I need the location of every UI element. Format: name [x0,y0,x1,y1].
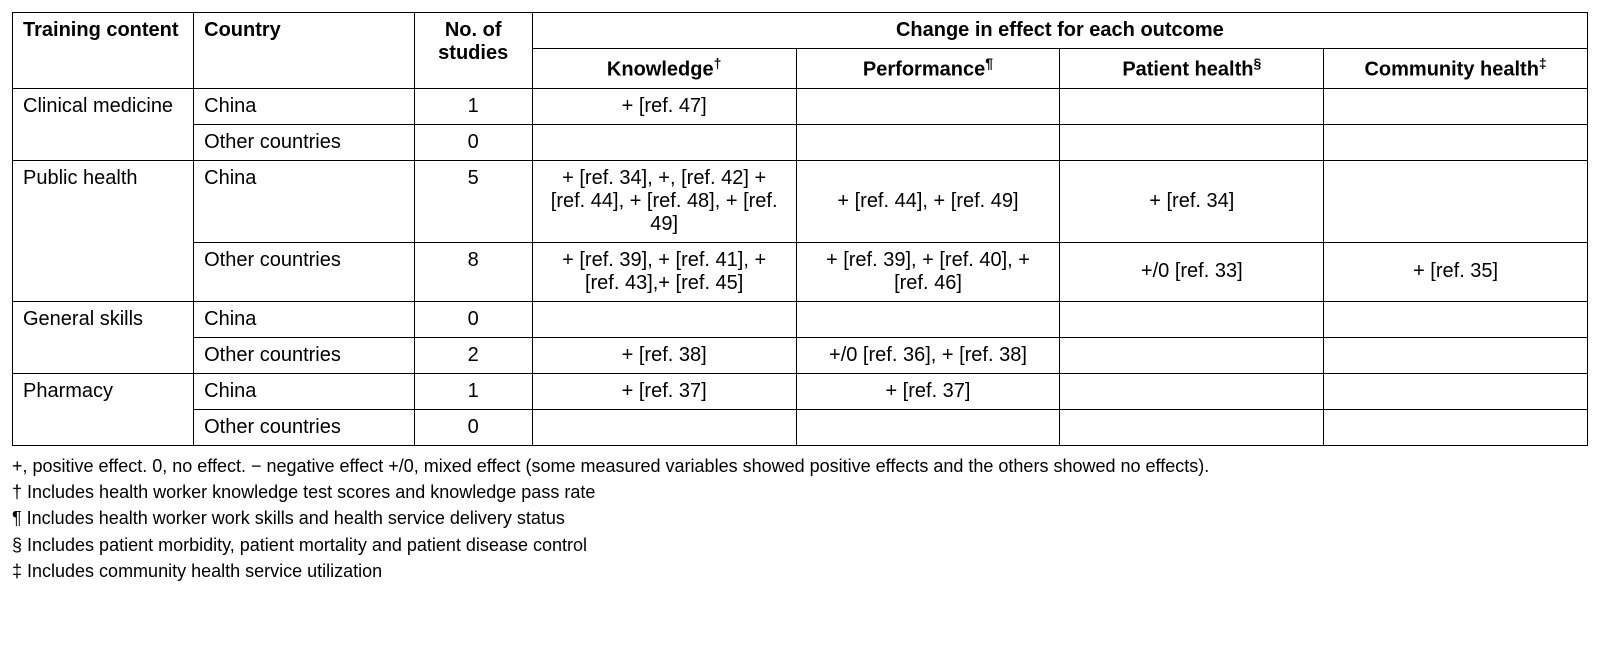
cell-performance: + [ref. 37] [796,373,1060,409]
cell-country: Other countries [194,124,415,160]
cell-performance [796,88,1060,124]
footnote-section: § Includes patient morbidity, patient mo… [12,533,1588,557]
cell-patient [1060,88,1324,124]
cell-community [1324,160,1588,242]
cell-country: China [194,160,415,242]
table-row: Other countries8+ [ref. 39], + [ref. 41]… [13,242,1588,301]
cell-country: China [194,88,415,124]
outcomes-table: Training content Country No. of studies … [12,12,1588,446]
cell-knowledge: + [ref. 39], + [ref. 41], + [ref. 43],+ … [532,242,796,301]
footnote-pilcrow: ¶ Includes health worker work skills and… [12,506,1588,530]
cell-performance [796,124,1060,160]
cell-studies: 1 [414,373,532,409]
footnote-dagger: † Includes health worker knowledge test … [12,480,1588,504]
cell-patient [1060,409,1324,445]
cell-country: Other countries [194,242,415,301]
footnote-legend: +, positive effect. 0, no effect. − nega… [12,454,1588,478]
cell-performance [796,301,1060,337]
header-community: Community health‡ [1324,49,1588,89]
table-row: PharmacyChina1+ [ref. 37]+ [ref. 37] [13,373,1588,409]
table-row: Public healthChina5+ [ref. 34], +, [ref.… [13,160,1588,242]
header-training: Training content [13,13,194,89]
cell-country: Other countries [194,409,415,445]
cell-performance: +/0 [ref. 36], + [ref. 38] [796,337,1060,373]
cell-performance: + [ref. 39], + [ref. 40], + [ref. 46] [796,242,1060,301]
footnote-double-dagger: ‡ Includes community health service util… [12,559,1588,583]
table-row: Other countries2+ [ref. 38]+/0 [ref. 36]… [13,337,1588,373]
cell-training: General skills [13,301,194,373]
cell-training: Clinical medicine [13,88,194,160]
cell-knowledge: + [ref. 37] [532,373,796,409]
cell-patient [1060,337,1324,373]
cell-country: China [194,301,415,337]
footnotes: +, positive effect. 0, no effect. − nega… [12,454,1588,583]
header-change: Change in effect for each outcome [532,13,1587,49]
cell-country: Other countries [194,337,415,373]
cell-community [1324,409,1588,445]
cell-community [1324,124,1588,160]
header-studies: No. of studies [414,13,532,89]
cell-studies: 0 [414,409,532,445]
cell-knowledge [532,409,796,445]
cell-knowledge: + [ref. 34], +, [ref. 42] + [ref. 44], +… [532,160,796,242]
table-row: Other countries0 [13,124,1588,160]
cell-studies: 0 [414,124,532,160]
cell-studies: 5 [414,160,532,242]
header-patient: Patient health§ [1060,49,1324,89]
cell-patient: +/0 [ref. 33] [1060,242,1324,301]
cell-studies: 1 [414,88,532,124]
header-knowledge: Knowledge† [532,49,796,89]
cell-country: China [194,373,415,409]
table-row: General skillsChina0 [13,301,1588,337]
cell-studies: 8 [414,242,532,301]
cell-training: Pharmacy [13,373,194,445]
table-row: Clinical medicineChina1+ [ref. 47] [13,88,1588,124]
cell-knowledge: + [ref. 47] [532,88,796,124]
header-performance: Performance¶ [796,49,1060,89]
cell-community [1324,88,1588,124]
cell-performance: + [ref. 44], + [ref. 49] [796,160,1060,242]
cell-community: + [ref. 35] [1324,242,1588,301]
header-country: Country [194,13,415,89]
cell-training: Public health [13,160,194,301]
cell-knowledge [532,301,796,337]
cell-patient [1060,301,1324,337]
cell-community [1324,373,1588,409]
cell-studies: 2 [414,337,532,373]
cell-community [1324,301,1588,337]
cell-studies: 0 [414,301,532,337]
cell-knowledge [532,124,796,160]
cell-patient [1060,373,1324,409]
cell-patient: + [ref. 34] [1060,160,1324,242]
cell-community [1324,337,1588,373]
cell-performance [796,409,1060,445]
cell-patient [1060,124,1324,160]
cell-knowledge: + [ref. 38] [532,337,796,373]
table-row: Other countries0 [13,409,1588,445]
